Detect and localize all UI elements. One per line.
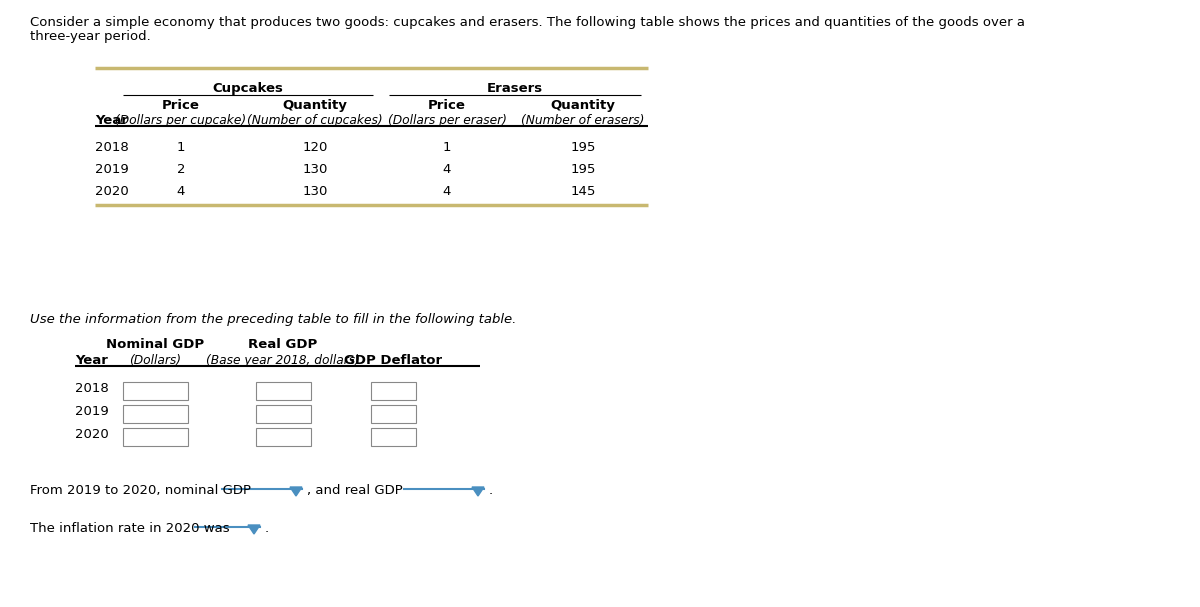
Bar xyxy=(256,428,311,446)
Text: Real GDP: Real GDP xyxy=(248,338,318,351)
Bar xyxy=(124,382,188,400)
Text: (Dollars per eraser): (Dollars per eraser) xyxy=(388,114,506,127)
Bar xyxy=(256,382,311,400)
Text: Consider a simple economy that produces two goods: cupcakes and erasers. The fol: Consider a simple economy that produces … xyxy=(30,16,1025,29)
Polygon shape xyxy=(290,487,302,496)
Text: (Base year 2018, dollars): (Base year 2018, dollars) xyxy=(206,354,360,367)
Text: 130: 130 xyxy=(302,185,328,198)
Text: (Dollars per cupcake): (Dollars per cupcake) xyxy=(115,114,246,127)
Text: The inflation rate in 2020 was: The inflation rate in 2020 was xyxy=(30,522,229,535)
Text: Price: Price xyxy=(162,99,200,112)
Text: 4: 4 xyxy=(443,163,451,176)
Text: .: . xyxy=(265,522,269,535)
Polygon shape xyxy=(248,525,260,534)
Text: 120: 120 xyxy=(302,141,328,154)
Text: (Dollars): (Dollars) xyxy=(130,354,181,367)
Text: 2020: 2020 xyxy=(74,428,109,441)
Text: Use the information from the preceding table to fill in the following table.: Use the information from the preceding t… xyxy=(30,313,516,326)
Text: Cupcakes: Cupcakes xyxy=(212,82,283,95)
Text: Price: Price xyxy=(428,99,466,112)
Text: 145: 145 xyxy=(570,185,595,198)
Text: Quantity: Quantity xyxy=(282,99,348,112)
Text: From 2019 to 2020, nominal GDP: From 2019 to 2020, nominal GDP xyxy=(30,484,251,497)
Bar xyxy=(124,405,188,423)
Text: 1: 1 xyxy=(443,141,451,154)
Text: (Number of erasers): (Number of erasers) xyxy=(521,114,644,127)
Bar xyxy=(371,382,416,400)
Text: Year: Year xyxy=(74,354,108,367)
Text: .: . xyxy=(490,484,493,497)
Text: three-year period.: three-year period. xyxy=(30,30,151,43)
Text: 4: 4 xyxy=(443,185,451,198)
Text: 2: 2 xyxy=(176,163,185,176)
Bar xyxy=(256,405,311,423)
Text: 4: 4 xyxy=(176,185,185,198)
Text: GDP Deflator: GDP Deflator xyxy=(344,354,442,367)
Text: , and real GDP: , and real GDP xyxy=(307,484,403,497)
Text: Year: Year xyxy=(95,114,128,127)
Text: 2019: 2019 xyxy=(95,163,128,176)
Bar xyxy=(124,428,188,446)
Bar xyxy=(371,428,416,446)
Bar xyxy=(371,405,416,423)
Text: 1: 1 xyxy=(176,141,185,154)
Text: 2019: 2019 xyxy=(74,405,109,418)
Text: 2018: 2018 xyxy=(95,141,128,154)
Text: Nominal GDP: Nominal GDP xyxy=(106,338,204,351)
Text: 195: 195 xyxy=(570,141,595,154)
Text: 130: 130 xyxy=(302,163,328,176)
Text: Quantity: Quantity xyxy=(551,99,616,112)
Text: 195: 195 xyxy=(570,163,595,176)
Text: 2020: 2020 xyxy=(95,185,128,198)
Text: (Number of cupcakes): (Number of cupcakes) xyxy=(247,114,383,127)
Text: Erasers: Erasers xyxy=(487,82,544,95)
Polygon shape xyxy=(472,487,484,496)
Text: 2018: 2018 xyxy=(74,382,109,395)
